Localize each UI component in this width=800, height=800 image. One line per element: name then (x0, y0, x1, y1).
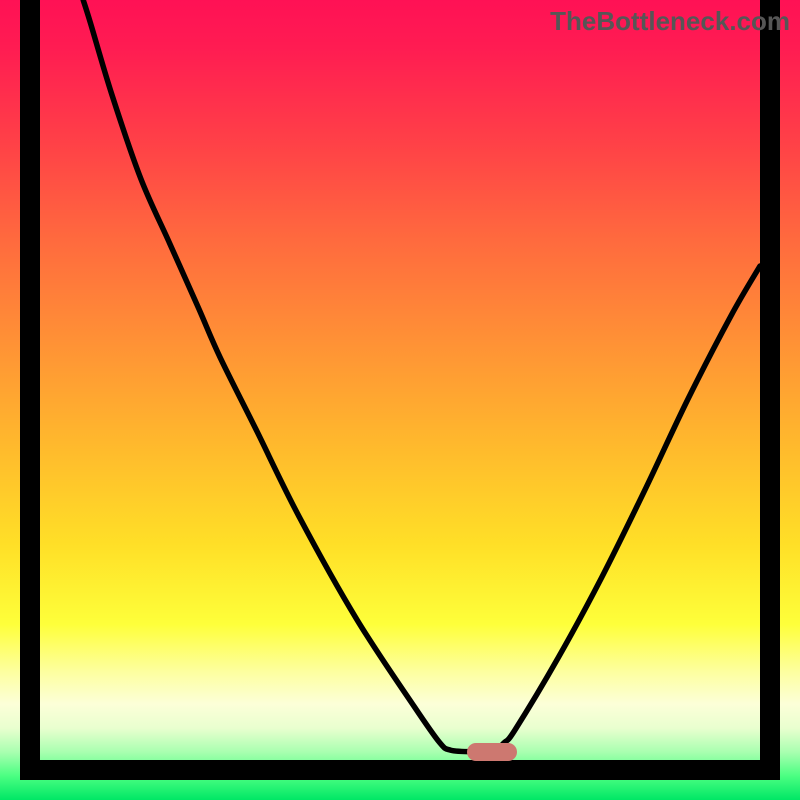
plot-area (20, 0, 780, 780)
watermark-text: TheBottleneck.com (550, 6, 790, 37)
chart-canvas: TheBottleneck.com (0, 0, 800, 800)
valley-marker (467, 743, 517, 761)
curve-svg (40, 0, 760, 760)
